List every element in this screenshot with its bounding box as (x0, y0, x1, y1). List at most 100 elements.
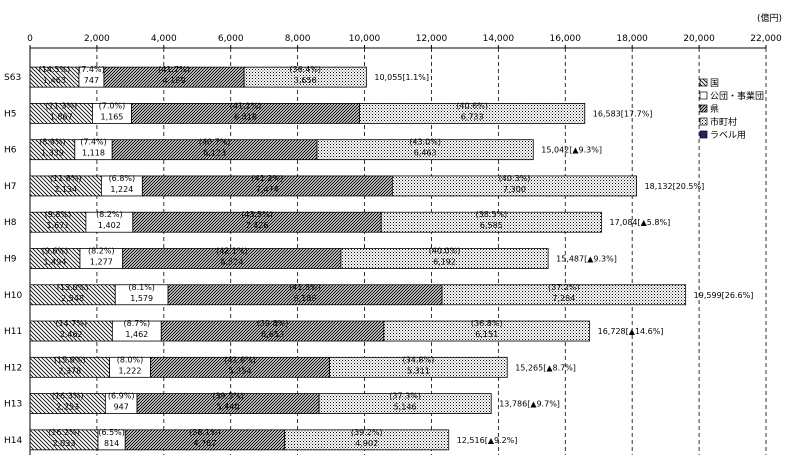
share-label: (14.7%) (55, 319, 87, 328)
total-label: 15,042[▲9.3%] (541, 146, 602, 155)
bar-segment (284, 429, 450, 451)
share-label: (6.8%) (109, 174, 136, 183)
share-label: (41.6%) (224, 355, 256, 364)
share-label: (16.3%) (52, 392, 84, 401)
share-label: (39.8%) (257, 319, 289, 328)
x-tick-label: 10,000 (349, 34, 381, 44)
value-label: 2,548 (61, 294, 84, 303)
share-label: (9.8%) (45, 210, 72, 219)
value-label: 5,440 (217, 403, 240, 412)
share-label: (8.2%) (88, 247, 115, 256)
value-label: 1,462 (125, 330, 148, 339)
value-label: 1,277 (90, 258, 113, 267)
share-label: (9.6%) (42, 247, 69, 256)
value-label: 1,224 (110, 185, 133, 194)
share-label: (8.9%) (39, 138, 66, 147)
value-label: 6,653 (261, 330, 284, 339)
value-label: 1,339 (41, 149, 64, 158)
share-label: (43.5%) (241, 210, 273, 219)
legend-swatch (699, 117, 708, 126)
share-label: (43.0%) (409, 138, 441, 147)
value-label: 947 (114, 403, 129, 412)
value-label: 6,463 (414, 149, 437, 158)
bar-segment (316, 139, 534, 161)
value-label: 7,284 (552, 294, 575, 303)
value-label: 7,426 (246, 221, 269, 230)
value-label: 8,188 (294, 294, 317, 303)
legend-label: 市町村 (710, 116, 737, 128)
total-label: 15,487[▲9.3%] (556, 255, 617, 264)
value-label: 2,253 (56, 403, 79, 412)
value-label: 7,300 (503, 185, 526, 194)
share-label: (38.1%) (189, 428, 221, 437)
category-label: S63 (4, 73, 21, 83)
x-tick-label: 22,000 (750, 34, 782, 44)
share-label: (40.7%) (199, 138, 231, 147)
total-label: 18,132[20.5%] (645, 182, 705, 191)
value-label: 4,902 (355, 439, 378, 448)
share-label: (37.3%) (389, 392, 421, 401)
total-label: 17,084[▲5.8%] (610, 218, 671, 227)
total-label: 19,599[26.6%] (694, 291, 754, 300)
share-label: (42.1%) (216, 247, 248, 256)
bar-segment (383, 320, 591, 342)
share-label: (11.8%) (50, 174, 82, 183)
share-label: (8.1%) (128, 283, 155, 292)
value-label: 6,733 (461, 112, 484, 121)
legend-label: 公団・事業団 (710, 90, 764, 102)
value-label: 3,656 (294, 76, 317, 85)
value-label: 1,463 (43, 76, 66, 85)
category-label: H11 (4, 327, 22, 337)
total-label: 16,583[17.7%] (593, 109, 653, 118)
value-label: 1,222 (119, 366, 142, 375)
value-label: 6,123 (203, 149, 226, 158)
value-label: 747 (84, 76, 99, 85)
x-tick-label: 20,000 (683, 34, 715, 44)
bars-layer (29, 66, 687, 451)
total-label: 16,728[▲14.6%] (598, 327, 664, 336)
value-label: 1,671 (46, 221, 69, 230)
category-label: H14 (4, 436, 22, 446)
value-label: 5,146 (394, 403, 417, 412)
bar-segment (318, 393, 492, 414)
value-label: 4,767 (194, 439, 217, 448)
category-label: H9 (4, 255, 17, 265)
value-label: 1,494 (44, 258, 67, 267)
share-label: (39.2%) (351, 428, 383, 437)
share-label: (36.8%) (471, 319, 503, 328)
unit-label: (億円) (757, 12, 782, 24)
category-label: H10 (4, 291, 22, 301)
category-label: H8 (4, 218, 17, 228)
share-label: (40.3%) (499, 174, 531, 183)
share-label: (37.2%) (548, 283, 580, 292)
value-label: 814 (104, 439, 119, 448)
share-label: (39.5%) (212, 392, 244, 401)
value-label: 1,867 (50, 112, 73, 121)
share-label: (41.7%) (158, 65, 190, 74)
value-label: 7,474 (256, 185, 279, 194)
value-label: 2,134 (54, 185, 77, 194)
value-label: 1,402 (98, 221, 121, 230)
value-label: 2,033 (53, 439, 76, 448)
share-label: (41.1%) (230, 101, 262, 110)
legend-swatch (699, 130, 708, 139)
share-label: (11.3%) (45, 101, 77, 110)
value-label: 6,524 (220, 258, 243, 267)
legend-swatch (699, 78, 708, 87)
category-label: H7 (4, 182, 17, 192)
share-label: (13.0%) (57, 283, 89, 292)
value-label: 6,818 (234, 112, 257, 121)
x-tick-label: 18,000 (616, 34, 648, 44)
labels-layer: S63 (14.5%) 1,463 (7.4%) 747 (41.7%) 4,189 (36.… (4, 65, 753, 448)
value-label: 5,311 (407, 366, 430, 375)
value-label: 1,165 (100, 112, 123, 121)
bar-segment (391, 175, 637, 197)
legend-swatch (699, 104, 708, 113)
share-label: (7.4%) (80, 138, 107, 147)
value-label: 6,192 (433, 258, 456, 267)
share-label: (6.5%) (98, 428, 125, 437)
total-label: 12,516[▲9.2%] (457, 436, 518, 445)
share-label: (34.8%) (403, 355, 435, 364)
bar-segment (329, 356, 508, 378)
